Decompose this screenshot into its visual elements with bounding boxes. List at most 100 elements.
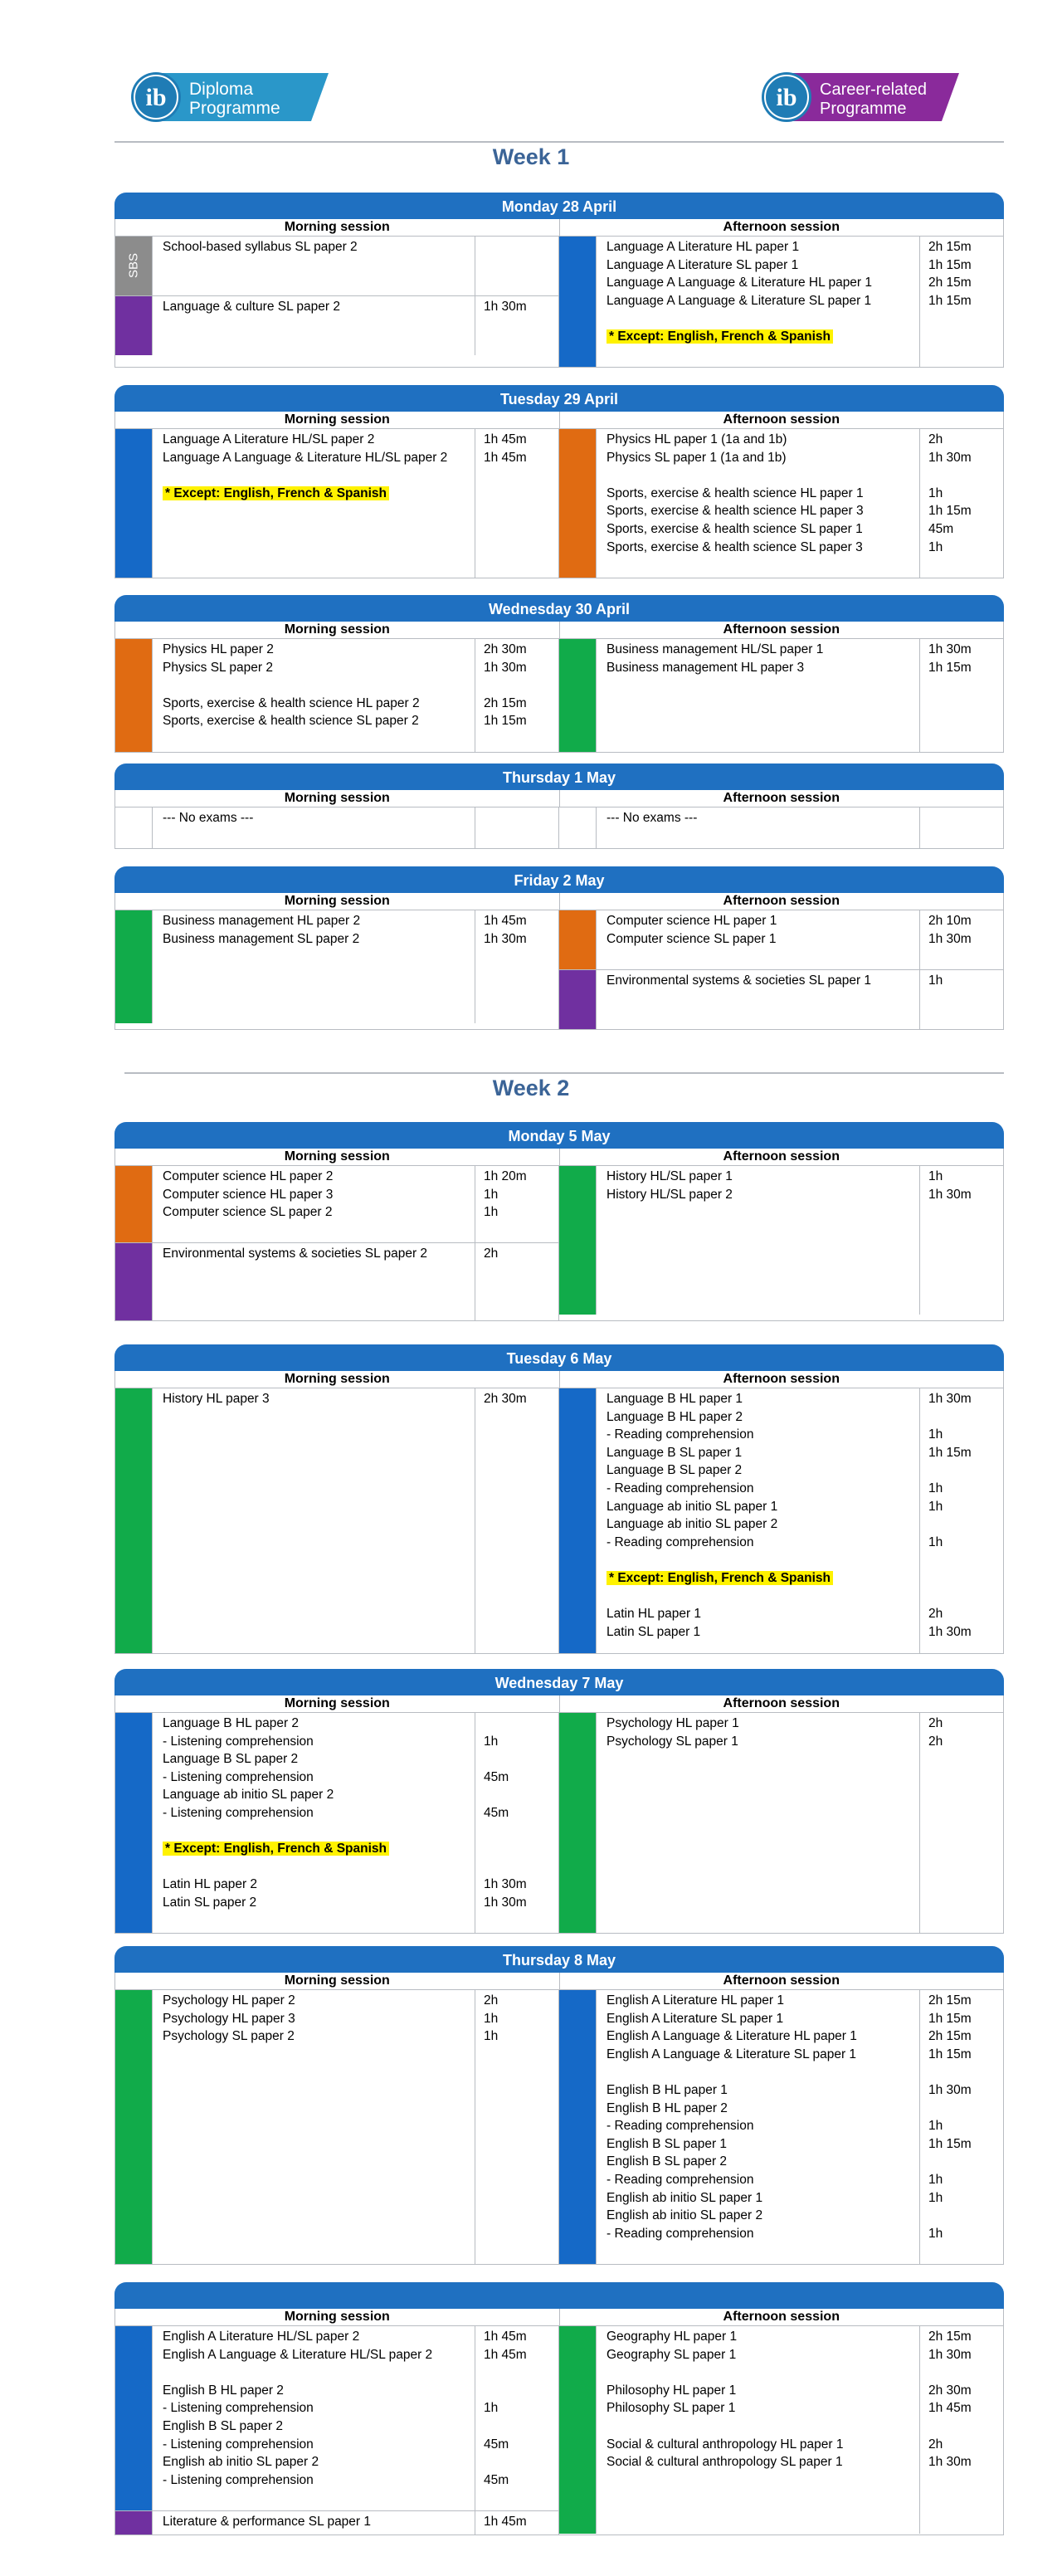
morning-session-header: Morning session [284,412,390,427]
exam-durations [475,237,558,295]
exam-row: - Reading comprehension [607,2117,919,2135]
exam-name: Physics HL paper 1 (1a and 1b) [607,432,787,446]
exam-duration: 2h [484,1247,499,1261]
exam-row: Business management SL paper 2 [163,930,475,949]
exam-duration-row [484,1786,558,1804]
exam-name: - Reading comprehension [607,1481,754,1495]
day-table: Wednesday 30 April Morning session Afterno… [114,595,1004,753]
afternoon-session-header: Afternoon session [558,1695,1004,1712]
exam-name: Literature & performance SL paper 1 [163,2515,372,2529]
exam-duration-row: 2h [928,2436,1003,2454]
morning-column: SBS School-based syllabus SL paper 2 Langu… [115,237,558,367]
exam-row: English A Literature HL/SL paper 2 [163,2328,475,2346]
session-columns: Physics HL paper 2 Physics SL paper 2 Spor… [115,639,1003,752]
exam-subjects: Business management HL/SL paper 1 Busines… [596,639,919,752]
exam-row: Philosophy SL paper 1 [607,2399,919,2417]
exam-subjects: Language B HL paper 2 - Listening compreh… [152,1713,475,1934]
exam-row [163,466,475,485]
exam-row: Physics HL paper 1 (1a and 1b) [607,431,919,449]
subject-group: Language B HL paper 2 - Listening compreh… [115,1713,558,1934]
subject-group: Language A Literature HL paper 1 Language… [559,237,1003,368]
subject-group-color-bar [115,1243,152,1320]
exam-duration-row: 1h 15m [928,502,1003,520]
exam-duration-row: 1h 15m [928,1444,1003,1462]
exam-name: History HL/SL paper 1 [607,1169,733,1183]
exam-row: Latin HL paper 1 [607,1605,919,1623]
exam-row: Language A Language & Literature HL/SL p… [163,449,475,467]
session-headers: Morning session Afternoon session [115,790,1003,807]
afternoon-session-header: Afternoon session [558,2309,1004,2325]
exam-name: Psychology HL paper 2 [163,1993,295,2008]
exam-row: Language A Literature SL paper 1 [607,256,919,275]
exam-duration-row: 1h [484,1733,558,1751]
exam-name: Sports, exercise & health science HL pap… [607,485,864,500]
afternoon-session-header: Afternoon session [558,893,1004,910]
exam-row: - Reading comprehension [607,1480,919,1498]
exam-duration: 45m [484,1805,509,1820]
exam-duration-row: 2h 30m [484,1390,558,1408]
morning-session-header: Morning session [284,1696,390,1710]
exam-duration: 1h [928,1481,943,1495]
subject-group-color-bar [115,807,152,848]
exam-row: - Reading comprehension [607,2225,919,2243]
exam-durations: 1h 30m 1h 15m [919,639,1003,752]
exam-row: English B SL paper 2 [163,2417,475,2436]
afternoon-column: Psychology HL paper 1 Psychology SL paper… [558,1713,1003,1934]
exam-duration: 1h [484,2029,499,2044]
exam-duration-row: 1h 15m [928,256,1003,275]
exam-name: Physics SL paper 2 [163,660,273,675]
exam-duration: 1h [484,1734,499,1749]
exam-subjects: Physics HL paper 1 (1a and 1b) Physics SL… [596,429,919,578]
day-table: Friday 2 May Morning session Afternoon ses… [114,866,1004,1030]
exam-duration: 2h 30m [484,642,527,656]
exam-row: English B HL paper 2 [163,2382,475,2400]
subject-group: Business management HL paper 2 Business m… [115,910,558,1023]
exam-duration: 1h [928,539,943,554]
exam-name: Latin HL paper 2 [163,1877,258,1892]
exam-name: English B SL paper 2 [163,2418,284,2433]
exam-duration: 2h [928,2437,943,2452]
exam-row: Language B HL paper 1 [607,1390,919,1408]
day-header: Tuesday 6 May [114,1344,1004,1371]
subject-group-color-bar [115,429,152,578]
session-headers: Morning session Afternoon session [115,1973,1003,1990]
exam-subjects: Language B HL paper 1 Language B HL paper… [596,1388,919,1654]
exam-row [607,466,919,485]
exam-duration: 1h [484,2401,499,2416]
exam-subjects: Geography HL paper 1 Geography SL paper 1… [596,2326,919,2535]
subject-group: Psychology HL paper 1 Psychology SL paper… [559,1713,1003,1934]
exam-durations [919,807,1003,849]
exam-durations: 1h 45m 1h 30m [475,910,558,1023]
exam-name: --- No exams --- [607,811,698,825]
exam-row: Latin SL paper 1 [607,1623,919,1642]
subject-group: Geography HL paper 1 Geography SL paper 1… [559,2326,1003,2535]
exam-subjects: Psychology HL paper 1 Psychology SL paper… [596,1713,919,1934]
cp-logo-line1: Career-related [820,80,927,99]
exam-name: Language A Literature SL paper 1 [607,257,799,272]
exam-duration: 1h 30m [928,2455,972,2470]
exam-duration-row: 1h [484,2027,558,2046]
exam-duration-row: 1h 30m [928,930,1003,949]
exam-row: Social & cultural anthropology HL paper … [607,2436,919,2454]
subject-group: Physics HL paper 1 (1a and 1b) Physics SL… [559,429,1003,578]
subject-group-color-bar [559,1713,596,1934]
exam-duration-row [928,310,1003,328]
subject-group-color-bar: SBS [115,237,152,295]
afternoon-column: History HL/SL paper 1 History HL/SL paper… [558,1166,1003,1320]
exam-name: Environmental systems & societies SL pap… [607,973,872,988]
exam-row: Language A Literature HL paper 1 [607,238,919,256]
exam-duration-row: 1h 15m [928,2010,1003,2028]
exam-name: Business management HL paper 3 [607,660,805,675]
exam-duration: 1h [928,973,943,988]
exam-row: Literature & performance SL paper 1 [163,2513,475,2531]
exam-duration-row: 1h 15m [928,659,1003,677]
exam-row: Sports, exercise & health science SL pap… [607,539,919,557]
exam-duration-row: 1h 45m [484,449,558,467]
exam-duration: 1h 30m [928,450,972,465]
exam-row: English B HL paper 1 [607,2081,919,2100]
exam-row: * Except: English, French & Spanish [163,485,475,503]
exam-durations: 1h 45m 45m 1h 30m 1h 30m [475,1713,558,1934]
exam-duration-row: 1h [484,2399,558,2417]
exam-name: Psychology HL paper 1 [607,1716,739,1730]
dp-logo-line1: Diploma [189,80,253,99]
